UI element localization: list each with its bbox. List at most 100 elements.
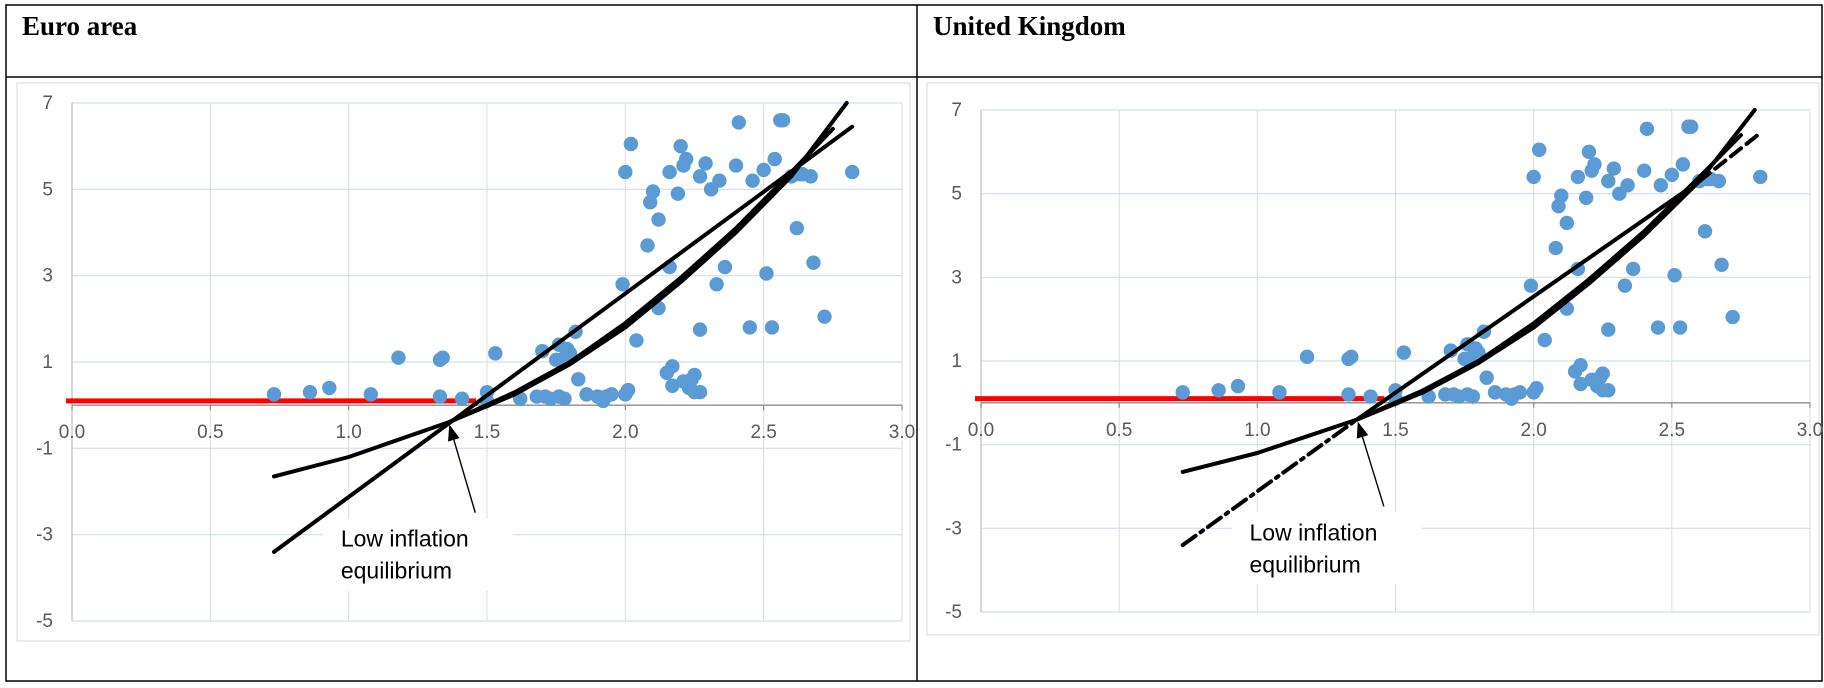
y-tick-label: 5 [951,184,962,205]
data-point [712,173,727,188]
data-point [817,309,832,324]
table-frame [5,4,1823,682]
data-point [1363,389,1378,404]
y-tick-label: 1 [951,351,962,372]
curve-line [446,126,835,425]
curve-line [1180,108,1757,474]
chart-euro-area: 0.0 0.5 1.0 1.5 2.0 2.5 3.0 7 5 3 1 -1 -3 -5 Low infl… [16,82,915,642]
x-tick-label: 3.0 [889,422,915,443]
data-point [1672,320,1688,335]
data-point [1606,161,1622,176]
data-point [1595,366,1610,381]
data-point [620,382,636,398]
chart-united-kingdom: 0.0 0.5 1.0 1.5 2.0 2.5 3.0 7 5 3 1 -1 -3 -5 Low infl… [926,82,1823,636]
curves [1180,108,1763,548]
data-point [1487,385,1503,400]
data-point [1230,378,1246,394]
curve-line [1697,131,1763,184]
data-point [1537,332,1552,348]
data-point [1667,268,1682,283]
data-point [1548,240,1563,256]
y-tick-label: -5 [36,611,53,632]
data-point [1714,257,1729,272]
data-point [709,277,724,292]
curves [272,101,855,554]
curve-line [1180,417,1359,548]
x-tick-label: 0.5 [197,422,223,443]
data-point [756,162,771,178]
x-tick-label: 1.0 [1244,420,1270,441]
data-point [692,169,708,184]
data-point [651,212,666,227]
data-point [698,156,713,171]
data-point [745,173,760,188]
data-point [1443,343,1458,358]
data-point [1753,169,1768,185]
data-point [629,333,644,348]
data-point [623,136,639,152]
data-point [670,186,686,201]
data-point [1573,376,1588,392]
annotation-arrow [1360,431,1385,507]
scatter-points [266,113,860,409]
data-point [1344,349,1359,365]
data-point [1697,224,1713,239]
data-point [1711,173,1727,189]
data-point [679,151,694,167]
data-point [662,164,677,180]
x-tick-label: 3.0 [1797,420,1823,441]
y-tick-label: 7 [42,93,53,114]
data-point [806,255,821,270]
data-point [1573,357,1588,373]
data-point [1526,169,1541,185]
data-point [728,158,744,173]
data-point [391,350,406,365]
data-point [1587,157,1602,172]
data-point [742,320,758,335]
x-tick-label: 0.0 [968,420,994,441]
data-point [759,266,774,281]
x-tick-label: 0.0 [59,422,85,443]
data-point [1512,385,1528,400]
data-point [1479,370,1494,385]
data-point [1578,190,1594,206]
data-point [643,195,658,210]
data-point [1559,215,1575,231]
data-point [1211,383,1226,398]
data-point [1341,387,1356,402]
curve-line [1354,133,1743,422]
data-point [764,320,780,335]
y-tick-label: 7 [951,100,962,121]
y-tick-label: 3 [42,266,53,287]
y-tick-label: 1 [42,352,53,373]
curve-line [1354,179,1702,422]
data-point [435,350,450,365]
data-point [1675,157,1691,172]
panel-title-united-kingdom: United Kingdom [933,11,1126,41]
y-tick-label: -5 [945,602,962,623]
data-point [775,113,791,128]
data-point [1637,163,1652,178]
data-point [1639,121,1655,137]
x-tick-label: 1.0 [335,422,361,443]
data-point [1523,278,1539,293]
data-point [1653,178,1668,193]
data-point [1396,345,1411,360]
data-point [1465,389,1481,404]
data-point [1601,322,1616,337]
curve-line [272,101,849,479]
data-point [1601,173,1616,189]
data-point [557,391,572,406]
data-point [687,367,702,383]
data-point [1683,119,1699,134]
data-point [604,387,619,402]
data-point [1272,385,1287,400]
data-point [266,387,282,402]
data-point [1554,188,1569,203]
data-point [1299,349,1315,365]
curve-line [272,124,855,554]
data-point [488,346,503,361]
data-point [803,169,818,184]
